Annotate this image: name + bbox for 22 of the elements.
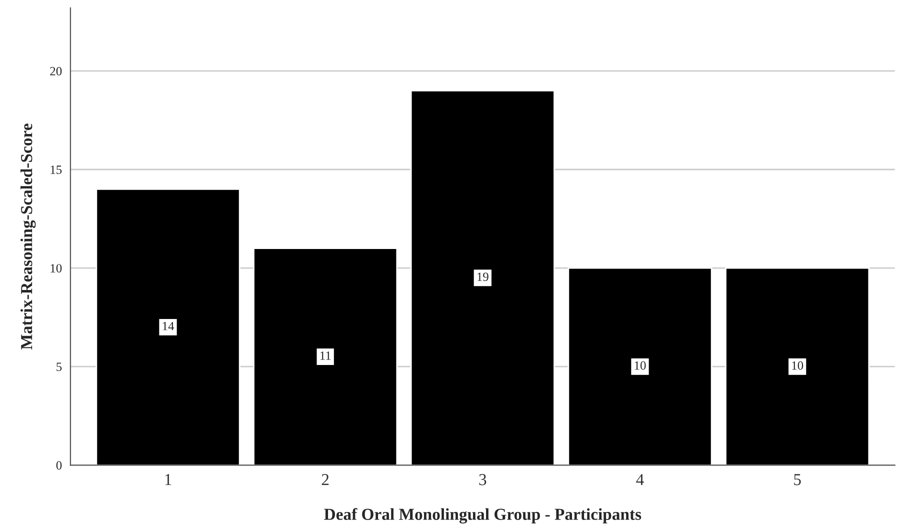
x-tick-label: 4 — [636, 474, 644, 486]
x-axis-title: Deaf Oral Monolingual Group - Participants — [324, 508, 642, 524]
bar — [253, 248, 398, 466]
y-tick-label: 15 — [50, 166, 62, 174]
x-tick-label: 2 — [322, 474, 329, 486]
bar — [725, 267, 870, 466]
x-tick-label: 3 — [479, 474, 486, 486]
y-tick-label: 5 — [56, 362, 62, 372]
data-label: 11 — [320, 352, 331, 360]
data-label: 10 — [634, 361, 646, 370]
y-tick-label: 20 — [50, 66, 62, 76]
data-label: 19 — [478, 272, 488, 282]
bar — [96, 188, 240, 466]
bar — [410, 90, 555, 466]
data-label: 10 — [792, 361, 804, 370]
y-tick-label: 10 — [50, 264, 62, 273]
x-tick-label: 1 — [165, 474, 172, 486]
y-tick-label: 0 — [56, 461, 62, 470]
bar — [568, 267, 712, 466]
data-label: 14 — [162, 322, 174, 330]
x-tick-label: 5 — [794, 474, 801, 486]
y-axis-title: Matrix-Reasoning-Scaled-Score — [20, 124, 36, 350]
